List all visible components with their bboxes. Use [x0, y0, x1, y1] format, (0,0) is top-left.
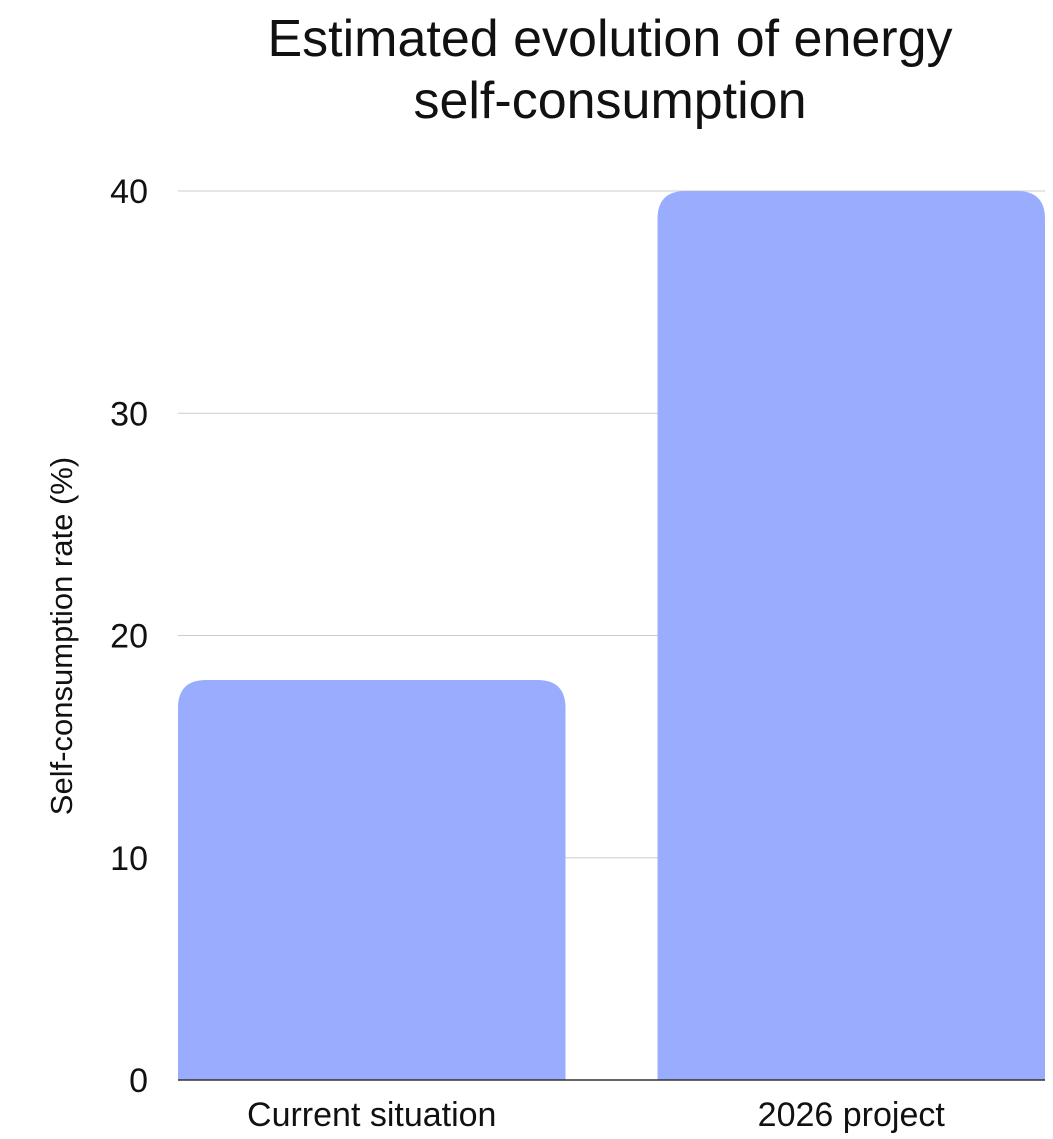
bars: [178, 191, 1045, 1080]
y-tick-label-30: 30: [110, 395, 148, 433]
chart-title: Estimated evolution of energy self-consu…: [150, 8, 1053, 132]
y-tick-label-40: 40: [110, 173, 148, 211]
bar-1: [657, 191, 1045, 1080]
x-tick-label-1: 2026 project: [758, 1096, 946, 1134]
x-tick-label-0: Current situation: [247, 1096, 496, 1134]
bar-0: [178, 679, 566, 1080]
y-axis-ticks: 0 10 20 30 40: [110, 173, 148, 1100]
chart-title-line-2: self-consumption: [413, 72, 807, 130]
x-axis-categories: Current situation 2026 project: [247, 1096, 945, 1134]
chart-title-line-1: Estimated evolution of energy: [267, 10, 953, 68]
y-tick-label-20: 20: [110, 618, 148, 656]
y-tick-label-0: 0: [129, 1062, 148, 1100]
y-tick-label-10: 10: [110, 840, 148, 878]
